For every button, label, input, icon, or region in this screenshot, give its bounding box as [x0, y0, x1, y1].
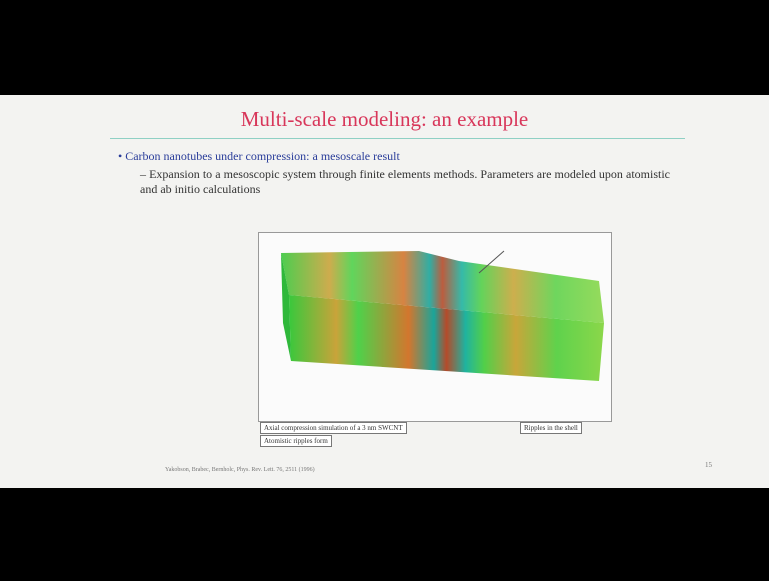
caption: Axial compression simulation of a 3 nm S… [260, 422, 407, 434]
bullet-text: Carbon nanotubes under compression: a me… [125, 149, 400, 163]
figure [258, 232, 612, 422]
footer: Yakobson, Brabec, Bernholc, Phys. Rev. L… [165, 467, 315, 473]
sub-bullet: – Expansion to a mesoscopic system throu… [140, 167, 670, 197]
video-frame: {"slide": {"title": "Multi-scale modelin… [0, 0, 769, 581]
caption: Atomistic ripples form [260, 435, 332, 447]
caption: Ripples in the shell [520, 422, 582, 434]
slide-title: Multi-scale modeling: an example [0, 107, 769, 132]
bullet: • Carbon nanotubes under compression: a … [118, 149, 400, 164]
title-rule [110, 138, 685, 139]
nanotube-image [259, 233, 611, 421]
page-number: 15 [705, 461, 712, 469]
slide: Multi-scale modeling: an example • Carbo… [0, 95, 769, 488]
